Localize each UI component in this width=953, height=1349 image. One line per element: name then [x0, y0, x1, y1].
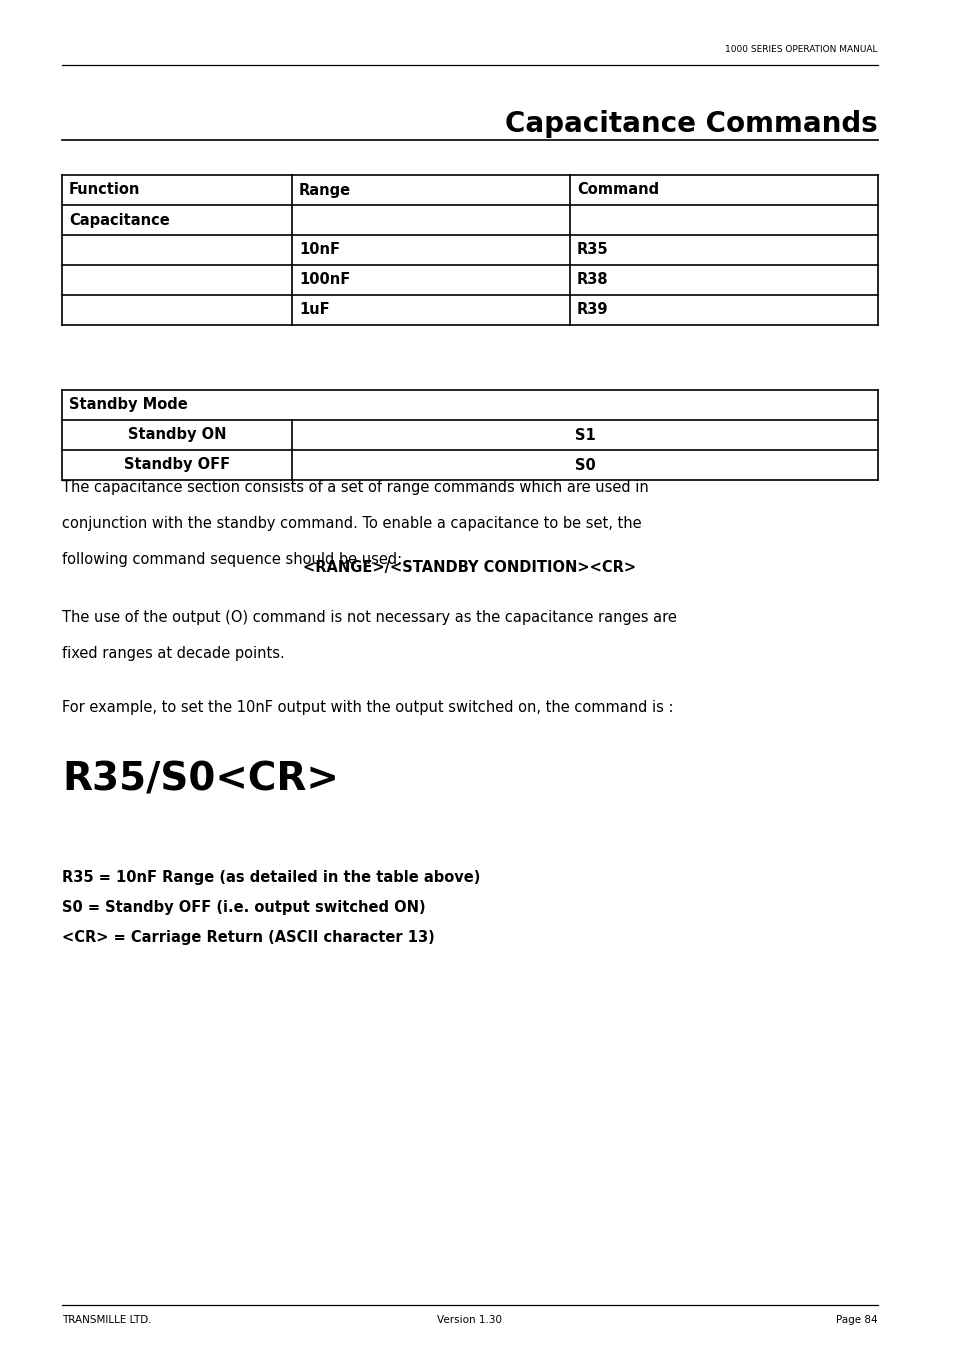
- Text: TRANSMILLE LTD.: TRANSMILLE LTD.: [62, 1315, 152, 1325]
- Text: conjunction with the standby command. To enable a capacitance to be set, the: conjunction with the standby command. To…: [62, 517, 641, 532]
- Text: Standby ON: Standby ON: [128, 428, 226, 442]
- Text: R38: R38: [577, 272, 608, 287]
- Text: 1000 SERIES OPERATION MANUAL: 1000 SERIES OPERATION MANUAL: [724, 45, 877, 54]
- Text: Standby OFF: Standby OFF: [124, 457, 230, 472]
- Text: <RANGE>/<STANDBY CONDITION><CR>: <RANGE>/<STANDBY CONDITION><CR>: [303, 560, 636, 575]
- Text: Page 84: Page 84: [836, 1315, 877, 1325]
- Text: following command sequence should be used:: following command sequence should be use…: [62, 552, 402, 567]
- Text: 10nF: 10nF: [298, 243, 339, 258]
- Text: S0: S0: [574, 457, 595, 472]
- Text: S1: S1: [574, 428, 595, 442]
- Text: The use of the output (O) command is not necessary as the capacitance ranges are: The use of the output (O) command is not…: [62, 610, 677, 625]
- Text: S0 = Standby OFF (i.e. output switched ON): S0 = Standby OFF (i.e. output switched O…: [62, 900, 425, 915]
- Text: fixed ranges at decade points.: fixed ranges at decade points.: [62, 646, 284, 661]
- Text: Function: Function: [69, 182, 140, 197]
- Text: R35: R35: [577, 243, 608, 258]
- Text: The capacitance section consists of a set of range commands which are used in: The capacitance section consists of a se…: [62, 480, 648, 495]
- Text: Capacitance: Capacitance: [69, 213, 170, 228]
- Text: R35 = 10nF Range (as detailed in the table above): R35 = 10nF Range (as detailed in the tab…: [62, 870, 480, 885]
- Text: Range: Range: [298, 182, 351, 197]
- Text: Standby Mode: Standby Mode: [69, 398, 188, 413]
- Text: Version 1.30: Version 1.30: [437, 1315, 502, 1325]
- Text: R35/S0<CR>: R35/S0<CR>: [62, 759, 338, 799]
- Text: 100nF: 100nF: [298, 272, 350, 287]
- Text: Capacitance Commands: Capacitance Commands: [505, 111, 877, 138]
- Text: Command: Command: [577, 182, 659, 197]
- Text: R39: R39: [577, 302, 608, 317]
- Text: <CR> = Carriage Return (ASCII character 13): <CR> = Carriage Return (ASCII character …: [62, 929, 435, 946]
- Text: 1uF: 1uF: [298, 302, 330, 317]
- Text: For example, to set the 10nF output with the output switched on, the command is : For example, to set the 10nF output with…: [62, 700, 673, 715]
